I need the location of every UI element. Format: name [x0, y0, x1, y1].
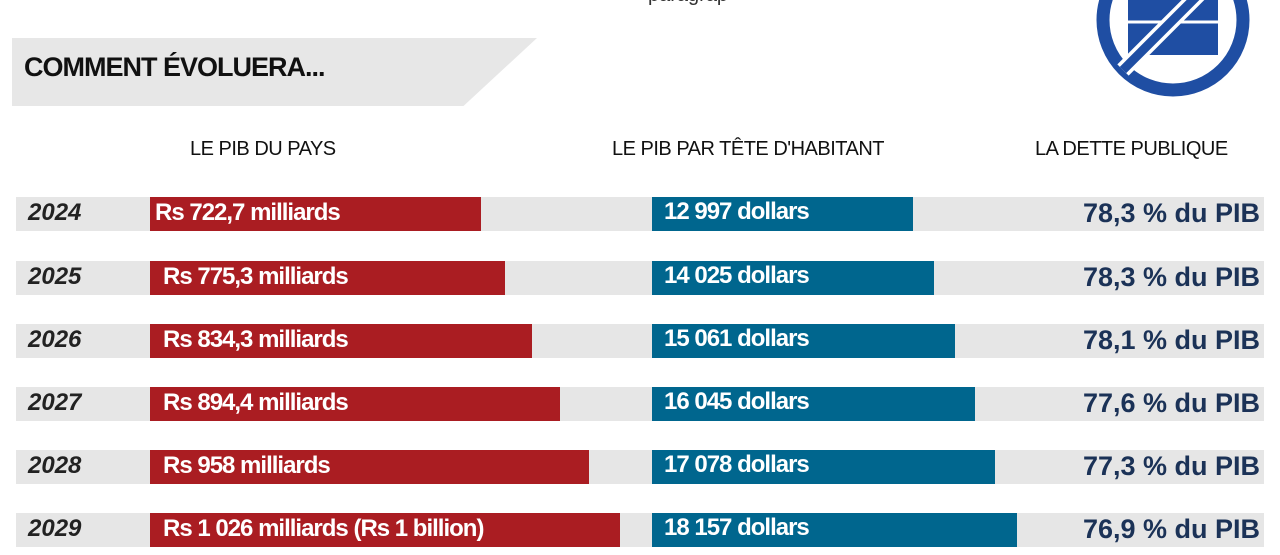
pib-bar — [150, 387, 560, 421]
dette-value-label: 78,3 % du PIB — [1082, 262, 1260, 292]
pib-value-label: Rs 958 milliards — [163, 452, 331, 479]
pib-bar — [150, 261, 505, 295]
pib-par-tete-value-label: 12 997 dollars — [664, 198, 810, 225]
pib-par-tete-bar — [652, 261, 934, 295]
dette-value-label: 77,6 % du PIB — [1082, 388, 1260, 418]
pib-bar — [150, 450, 589, 484]
pib-value-label: Rs 722,7 milliards — [155, 199, 341, 226]
dette-value-label: 76,9 % du PIB — [1082, 514, 1260, 544]
pib-par-tete-value-label: 14 025 dollars — [664, 262, 810, 289]
pib-par-tete-bar — [652, 197, 913, 231]
pib-value-label: Rs 1 026 milliards (Rs 1 billion) — [163, 515, 484, 542]
pib-bar — [150, 197, 481, 231]
dette-value-label: 77,3 % du PIB — [1082, 451, 1260, 481]
pib-par-tete-value-label: 16 045 dollars — [664, 388, 810, 415]
pib-value-label: Rs 775,3 milliards — [163, 263, 349, 290]
year-label: 2028 — [28, 452, 82, 479]
pib-par-tete-bar — [652, 387, 975, 421]
pib-value-label: Rs 834,3 milliards — [163, 326, 349, 353]
top-text-fragment: paragrap — [648, 0, 728, 7]
column-header-pib: LE PIB DU PAYS — [190, 138, 336, 160]
year-label: 2024 — [28, 199, 82, 226]
year-label: 2029 — [28, 515, 82, 542]
pib-par-tete-value-label: 18 157 dollars — [664, 514, 810, 541]
dette-value-label: 78,3 % du PIB — [1082, 198, 1260, 228]
pib-par-tete-bar — [652, 324, 955, 358]
column-header-pib-par-tete: LE PIB PAR TÊTE D'HABITANT — [612, 138, 885, 160]
pib-par-tete-value-label: 15 061 dollars — [664, 325, 810, 352]
year-label: 2027 — [28, 389, 82, 416]
pib-value-label: Rs 894,4 milliards — [163, 389, 349, 416]
column-header-dette: LA DETTE PUBLIQUE — [1035, 138, 1228, 160]
no-briefcase-icon — [1096, 0, 1250, 97]
year-label: 2026 — [28, 326, 82, 353]
pib-par-tete-bar — [652, 450, 995, 484]
chart-title: COMMENT ÉVOLUERA... — [24, 52, 326, 82]
pib-par-tete-bar — [652, 513, 1017, 547]
pib-bar — [150, 324, 532, 358]
pib-bar — [150, 513, 620, 547]
year-label: 2025 — [28, 263, 82, 290]
pib-par-tete-value-label: 17 078 dollars — [664, 451, 810, 478]
dette-value-label: 78,1 % du PIB — [1082, 325, 1260, 355]
title-banner — [12, 38, 537, 106]
